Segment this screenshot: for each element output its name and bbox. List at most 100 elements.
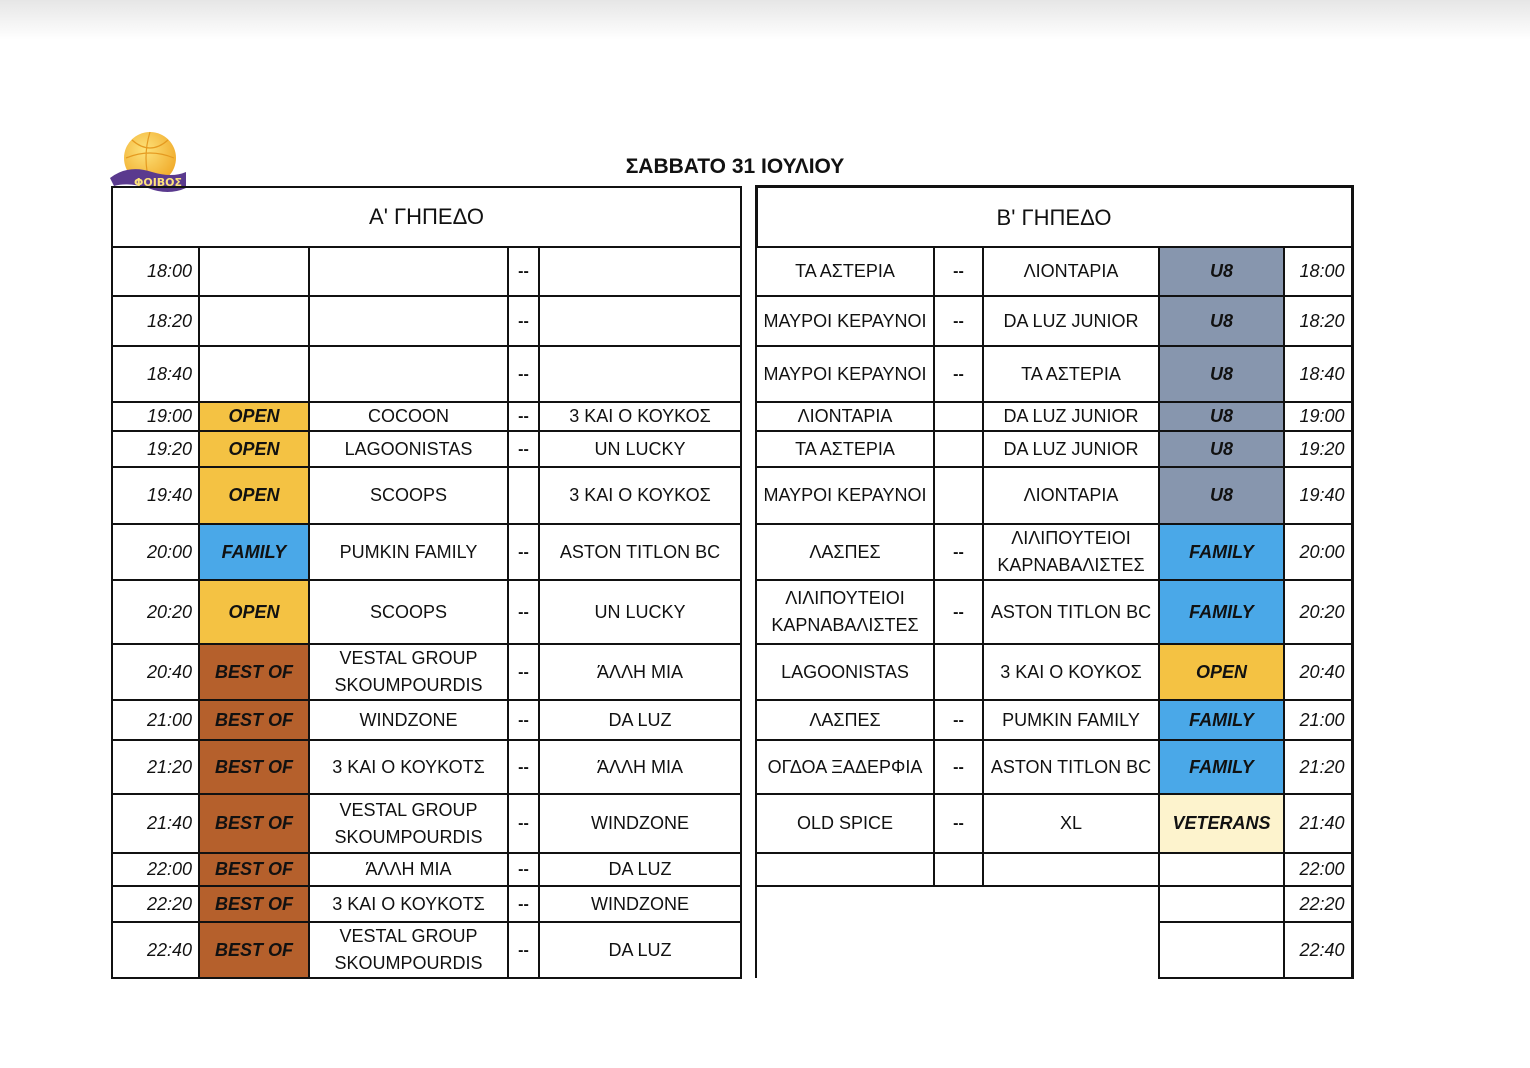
versus-separator-court-b: -- xyxy=(933,246,984,297)
away-team-court-a: 3 ΚΑΙ Ο ΚΟΥΚΟΣ xyxy=(538,466,742,525)
column-gap xyxy=(740,644,757,700)
column-gap xyxy=(740,886,757,922)
home-team-court-a: VESTAL GROUP SKOUMPOURDIS xyxy=(308,921,509,979)
time-cell-court-a: 19:00 xyxy=(111,401,200,432)
versus-separator-court-b: -- xyxy=(933,699,984,741)
away-team-court-b: XL xyxy=(982,793,1160,854)
away-team-court-a xyxy=(538,295,742,347)
home-team-court-a: WINDZONE xyxy=(308,699,509,741)
versus-separator-court-a: -- xyxy=(507,345,540,403)
time-cell-court-b: 22:20 xyxy=(1283,885,1354,923)
versus-separator-court-b xyxy=(933,466,984,525)
category-cell-court-a: BEST OF xyxy=(198,699,310,741)
category-cell-court-b: FAMILY xyxy=(1158,739,1285,795)
versus-separator-court-a: -- xyxy=(507,295,540,347)
column-gap xyxy=(740,922,757,978)
schedule-row: 21:20 BEST OF 3 ΚΑΙ Ο ΚΟΥΚΟΤΣ -- ΆΛΛΗ ΜΙΑ ΟΓΔ… xyxy=(111,739,1354,795)
time-cell-court-b: 20:40 xyxy=(1283,643,1354,701)
category-cell-court-a: OPEN xyxy=(198,579,310,645)
home-team-court-a: VESTAL GROUP SKOUMPOURDIS xyxy=(308,643,509,701)
time-cell-court-b: 20:20 xyxy=(1283,579,1354,645)
versus-separator-court-a: -- xyxy=(507,643,540,701)
home-team-court-a: 3 ΚΑΙ Ο ΚΟΥΚΟΤΣ xyxy=(308,739,509,795)
time-cell-court-a: 18:20 xyxy=(111,295,200,347)
category-cell-court-a: BEST OF xyxy=(198,885,310,923)
schedule-row: 22:40 BEST OF VESTAL GROUP SKOUMPOURDIS -- D… xyxy=(111,921,1354,979)
away-team-court-a: DA LUZ xyxy=(538,699,742,741)
column-gap xyxy=(740,402,757,431)
column-gap xyxy=(740,247,757,296)
time-cell-court-a: 19:20 xyxy=(111,430,200,468)
court-b-header: Β' ΓΗΠΕΔΟ xyxy=(754,185,1354,248)
away-team-court-a xyxy=(538,246,742,297)
time-cell-court-b: 18:40 xyxy=(1283,345,1354,403)
column-gap xyxy=(740,467,757,524)
time-cell-court-a: 21:00 xyxy=(111,699,200,741)
versus-separator-court-b: -- xyxy=(933,793,984,854)
time-cell-court-a: 22:20 xyxy=(111,885,200,923)
category-cell-court-a: FAMILY xyxy=(198,523,310,581)
category-cell-court-a: BEST OF xyxy=(198,793,310,854)
time-cell-court-b: 18:00 xyxy=(1283,246,1354,297)
away-team-court-a: ΆΛΛΗ ΜΙΑ xyxy=(538,739,742,795)
versus-separator-court-b xyxy=(933,852,984,887)
home-team-court-a xyxy=(308,345,509,403)
schedule-row: 19:20 OPEN LAGOONISTAS -- UN LUCKY ΤΑ ΑΣΤΕΡΙΑ… xyxy=(111,430,1354,468)
away-team-court-b: ΛΙΟΝΤΑΡΙΑ xyxy=(982,246,1160,297)
column-gap xyxy=(740,794,757,853)
schedule-row: 22:00 BEST OF ΆΛΛΗ ΜΙΑ -- DA LUZ 22:00 xyxy=(111,852,1354,887)
empty-cell xyxy=(756,886,934,922)
column-gap xyxy=(740,853,757,886)
court-a-header: Α' ΓΗΠΕΔΟ xyxy=(111,185,742,248)
time-cell-court-b: 22:00 xyxy=(1283,852,1354,887)
top-shade xyxy=(0,0,1530,40)
category-cell-court-b: U8 xyxy=(1158,295,1285,347)
category-cell-court-b: FAMILY xyxy=(1158,699,1285,741)
category-cell-court-b: FAMILY xyxy=(1158,579,1285,645)
versus-separator-court-a: -- xyxy=(507,246,540,297)
schedule-row: 18:40 -- ΜΑΥΡΟΙ ΚΕΡΑΥΝΟΙ -- ΤΑ ΑΣΤΕΡΙΑ U8 18:4… xyxy=(111,345,1354,403)
versus-separator-court-a: -- xyxy=(507,430,540,468)
versus-separator-court-b xyxy=(933,401,984,432)
home-team-court-b: ΛΑΣΠΕΣ xyxy=(755,699,935,741)
versus-separator-court-a: -- xyxy=(507,699,540,741)
home-team-court-b: LAGOONISTAS xyxy=(755,643,935,701)
column-gap xyxy=(740,580,757,644)
home-team-court-a xyxy=(308,295,509,347)
home-team-court-a: SCOOPS xyxy=(308,579,509,645)
category-cell-court-b: U8 xyxy=(1158,345,1285,403)
schedule-row: 19:00 OPEN COCOON -- 3 ΚΑΙ Ο ΚΟΥΚΟΣ ΛΙΟΝΤΑΡΙΑ… xyxy=(111,401,1354,432)
away-team-court-b: ASTON TITLON BC xyxy=(982,739,1160,795)
away-team-court-a: 3 ΚΑΙ Ο ΚΟΥΚΟΣ xyxy=(538,401,742,432)
home-team-court-a: 3 ΚΑΙ Ο ΚΟΥΚΟΤΣ xyxy=(308,885,509,923)
column-gap xyxy=(740,740,757,794)
versus-separator-court-b: -- xyxy=(933,345,984,403)
schedule-table: Α' ΓΗΠΕΔΟ Β' ΓΗΠΕΔΟ 18:00 -- ΤΑ ΑΣΤΕΡΙΑ -- Λ… xyxy=(111,185,1354,979)
away-team-court-a: ΆΛΛΗ ΜΙΑ xyxy=(538,643,742,701)
away-team-court-b: DA LUZ JUNIOR xyxy=(982,430,1160,468)
empty-cell xyxy=(983,922,1159,978)
away-team-court-a: UN LUCKY xyxy=(538,430,742,468)
time-cell-court-a: 20:00 xyxy=(111,523,200,581)
category-cell-court-a xyxy=(198,295,310,347)
column-gap xyxy=(740,431,757,467)
time-cell-court-b: 20:00 xyxy=(1283,523,1354,581)
time-cell-court-b: 21:20 xyxy=(1283,739,1354,795)
home-team-court-b: ΛΙΛΙΠΟΥΤΕΙΟΙ ΚΑΡΝΑΒΑΛΙΣΤΕΣ xyxy=(755,579,935,645)
category-cell-court-b: VETERANS xyxy=(1158,793,1285,854)
column-gap xyxy=(740,700,757,740)
category-cell-court-b xyxy=(1158,921,1285,979)
category-cell-court-a: OPEN xyxy=(198,466,310,525)
category-cell-court-b: U8 xyxy=(1158,430,1285,468)
home-team-court-b: OLD SPICE xyxy=(755,793,935,854)
empty-cell xyxy=(983,886,1159,922)
home-team-court-b: ΜΑΥΡΟΙ ΚΕΡΑΥΝΟΙ xyxy=(755,295,935,347)
schedule-row: 22:20 BEST OF 3 ΚΑΙ Ο ΚΟΥΚΟΤΣ -- WINDZONE 22:… xyxy=(111,885,1354,923)
versus-separator-court-b: -- xyxy=(933,295,984,347)
schedule-row: 19:40 OPEN SCOOPS 3 ΚΑΙ Ο ΚΟΥΚΟΣ ΜΑΥΡΟΙ ΚΕΡΑ… xyxy=(111,466,1354,525)
away-team-court-a xyxy=(538,345,742,403)
category-cell-court-b xyxy=(1158,885,1285,923)
home-team-court-a: ΆΛΛΗ ΜΙΑ xyxy=(308,852,509,887)
home-team-court-a xyxy=(308,246,509,297)
away-team-court-a: DA LUZ xyxy=(538,852,742,887)
